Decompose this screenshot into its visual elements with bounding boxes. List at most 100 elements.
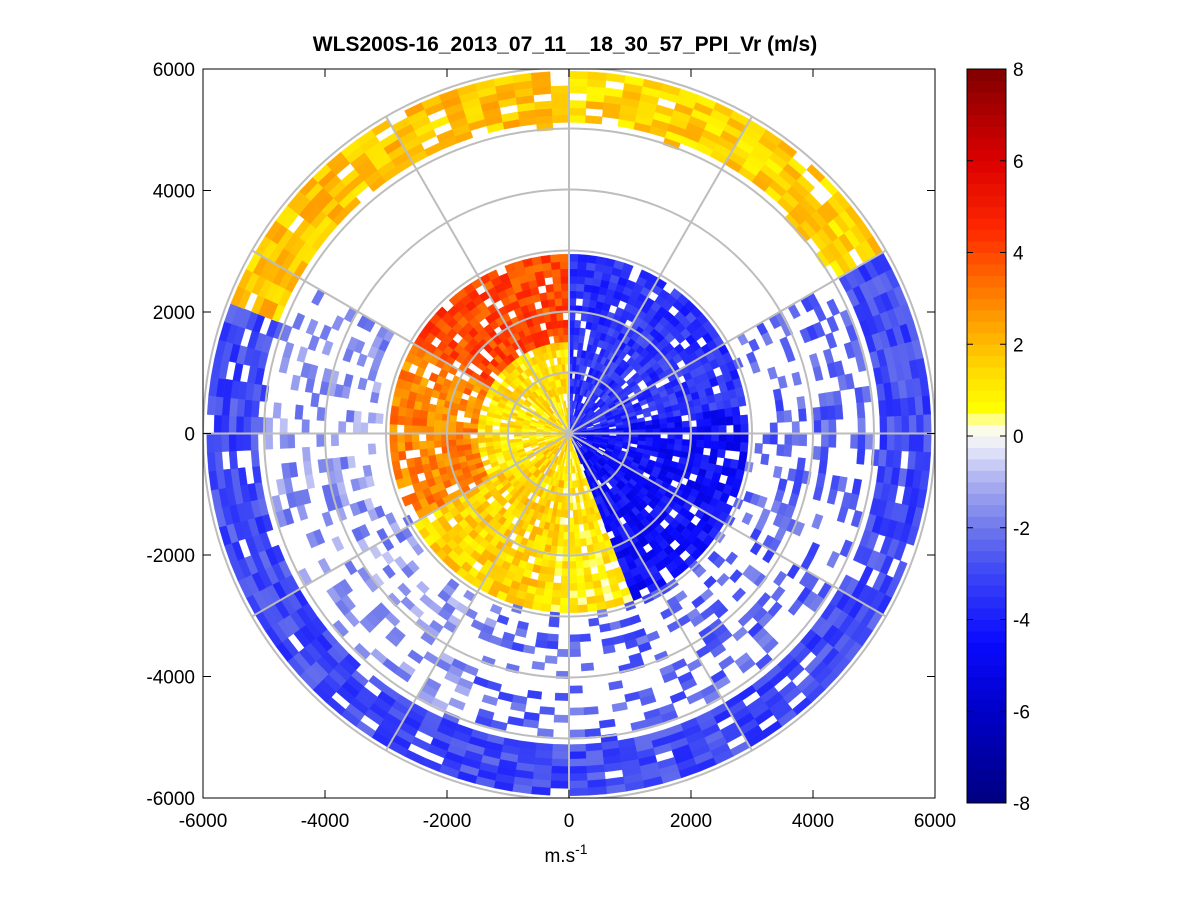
ppi-gate (725, 441, 734, 451)
ppi-gate (796, 174, 816, 194)
ppi-gate (561, 363, 566, 372)
ppi-gate (729, 569, 743, 584)
ppi-gate (792, 521, 806, 537)
ppi-gate (712, 555, 726, 569)
ppi-gate (391, 395, 401, 407)
x-tick-label: -4000 (301, 811, 350, 832)
ppi-gate (576, 589, 587, 599)
ppi-gate (574, 538, 582, 548)
ppi-gate (228, 433, 237, 452)
ppi-gate (568, 85, 588, 94)
ppi-gate (561, 561, 570, 570)
ppi-gate (316, 433, 325, 447)
ppi-gate (583, 284, 593, 293)
ppi-gate (419, 593, 434, 608)
ppi-gate (856, 402, 866, 419)
ppi-gate (776, 444, 785, 457)
azimuth-spoke (568, 249, 887, 435)
ppi-gate (433, 419, 442, 428)
ppi-gate (542, 588, 553, 598)
ppi-gate (637, 425, 647, 431)
ppi-gate (639, 694, 657, 706)
ppi-gate (326, 586, 342, 604)
colorbar-band (967, 711, 1006, 724)
ppi-gate (250, 416, 259, 434)
ppi-gate (825, 332, 838, 349)
colorbar-band (967, 390, 1006, 403)
ppi-gate (499, 436, 508, 442)
y-tick-label: 2000 (153, 303, 195, 324)
ppi-gate (811, 513, 824, 530)
ppi-gate (397, 406, 407, 417)
ppi-gate (674, 438, 683, 446)
ppi-gate (819, 406, 829, 421)
x-axis-label-base: m.s (544, 846, 575, 867)
ppi-gate (279, 433, 288, 449)
ppi-gate (839, 539, 853, 558)
ppi-gate (731, 587, 747, 602)
ppi-gate (892, 450, 902, 469)
ppi-gate (404, 407, 414, 418)
ppi-gate (906, 525, 920, 546)
colorbar-band (967, 745, 1006, 758)
ppi-gate (576, 575, 585, 584)
ppi-gate (738, 451, 748, 462)
ppi-gate (357, 377, 368, 391)
ppi-gate (546, 567, 556, 576)
ppi-gate (346, 336, 359, 352)
ppi-gate (434, 453, 444, 462)
ppi-gate (389, 433, 398, 444)
colorbar-tick-label: -8 (1013, 794, 1030, 815)
colorbar-band (967, 516, 1006, 529)
ppi-gate (652, 423, 661, 430)
ppi-gate (397, 450, 407, 461)
ppi-gate (531, 660, 546, 671)
ppi-gate (559, 597, 570, 606)
ppi-gate (717, 441, 727, 451)
ppi-gate (558, 334, 565, 343)
ppi-gate (550, 261, 561, 270)
ppi-gate (586, 544, 595, 554)
x-axis-label-exponent: -1 (575, 841, 588, 857)
ppi-gate (407, 649, 424, 664)
colorbar-band (967, 263, 1006, 276)
ppi-gate (305, 531, 319, 549)
ppi-gate (579, 327, 586, 337)
ppi-gate (667, 422, 676, 429)
ppi-gate (645, 424, 654, 430)
ppi-gate (850, 509, 863, 528)
ppi-gate (901, 415, 910, 434)
ppi-gate (787, 598, 804, 616)
ppi-gate (418, 440, 428, 450)
ppi-gate (732, 441, 742, 452)
ppi-gate (275, 478, 287, 496)
ppi-gate (587, 71, 608, 81)
colorbar-tick-label: 0 (1013, 427, 1024, 448)
ppi-gate (733, 424, 742, 434)
ppi-gate (755, 653, 773, 670)
ppi-gate (828, 433, 837, 448)
colorbar-band (967, 229, 1006, 242)
ppi-gate (820, 433, 830, 448)
ppi-gate (390, 451, 400, 462)
ppi-gate (433, 433, 442, 441)
ppi-gate (554, 298, 563, 307)
ppi-gate (709, 448, 719, 458)
ppi-gate (243, 416, 252, 434)
azimuth-spoke (251, 432, 570, 618)
ppi-gate (556, 319, 564, 329)
ppi-gate (330, 433, 339, 447)
ppi-gate (560, 356, 566, 365)
ppi-gate (575, 290, 585, 300)
ppi-gate (718, 425, 727, 434)
ppi-gate (250, 449, 260, 468)
ppi-gate (389, 414, 399, 425)
x-axis-label: m.s-1 (544, 841, 587, 867)
ppi-gate (437, 589, 451, 603)
ppi-gate (474, 715, 493, 728)
colorbar-band (967, 436, 1006, 448)
ppi-gate (740, 433, 749, 444)
colorbar-band (967, 103, 1006, 116)
ppi-gate (725, 416, 734, 426)
ppi-gate (573, 524, 580, 533)
